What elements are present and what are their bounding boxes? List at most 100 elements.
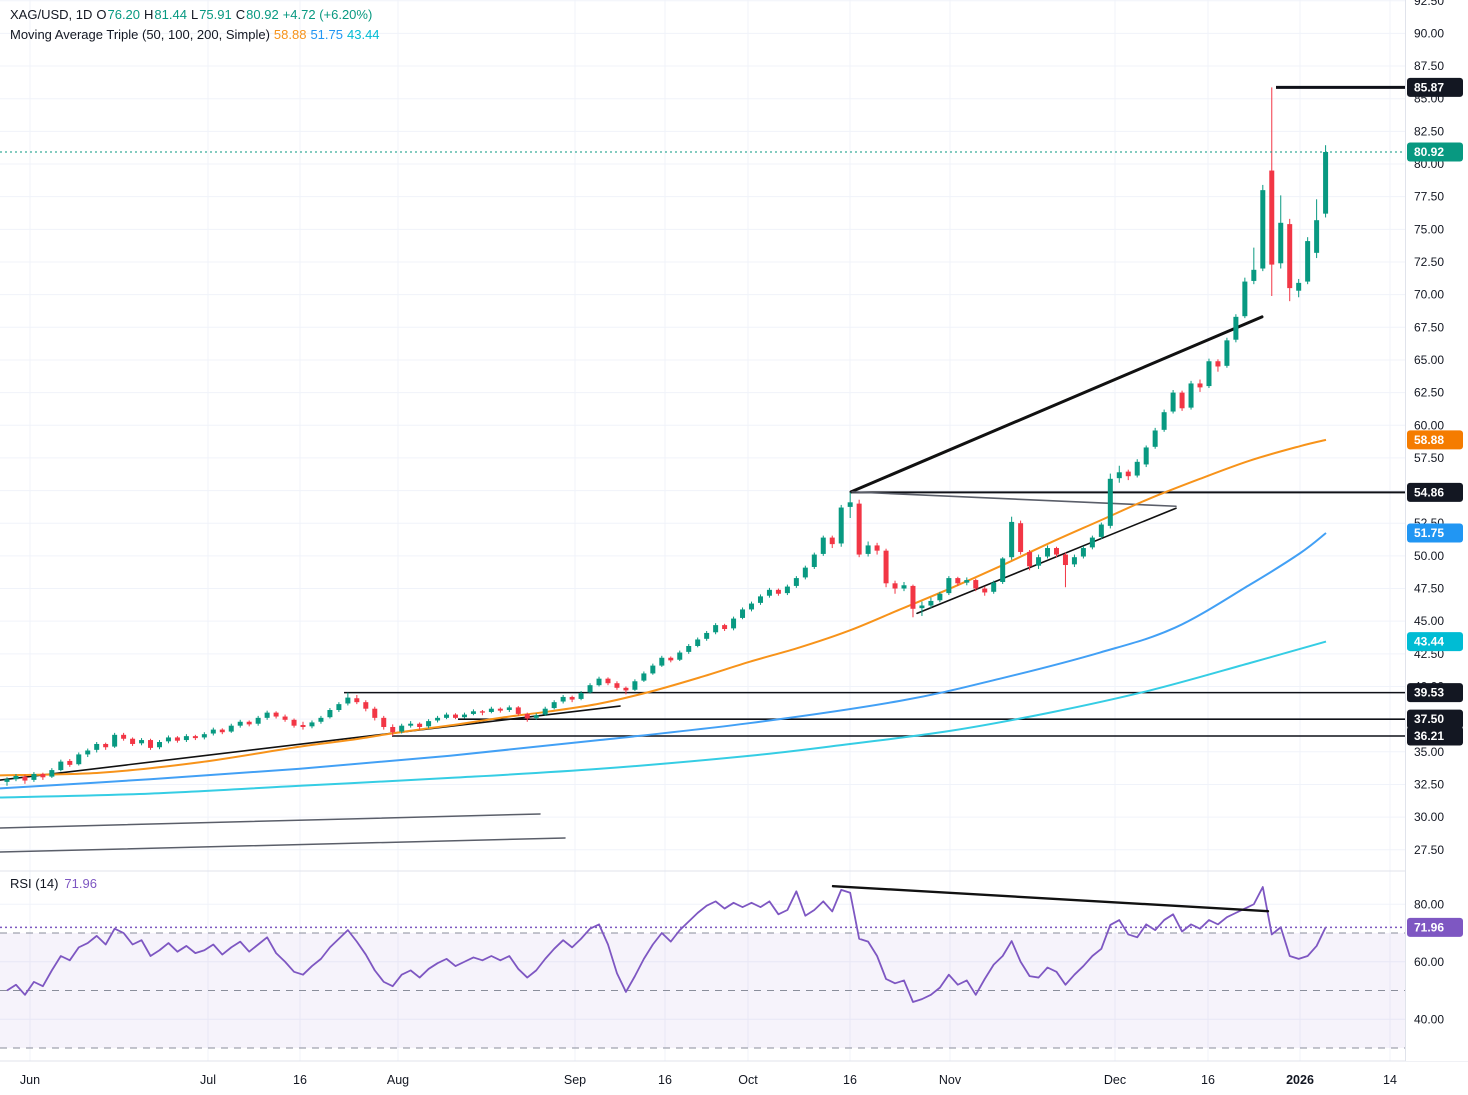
time-tick-label: 14 [1383, 1073, 1397, 1087]
candle-body [390, 726, 396, 733]
candle-body [300, 725, 306, 727]
candle [345, 692, 351, 706]
candle [174, 736, 180, 743]
candle [1018, 520, 1024, 555]
price-badge: 37.50 [1407, 709, 1463, 729]
candle-body [686, 646, 692, 652]
trendline[interactable] [849, 315, 1264, 494]
low-value: 75.91 [199, 7, 232, 22]
candle-body [435, 717, 441, 721]
candle [1107, 473, 1113, 529]
candle [453, 713, 458, 720]
candle-body [1053, 548, 1059, 555]
candle [722, 623, 728, 631]
candle [1098, 522, 1104, 539]
candle [596, 676, 602, 687]
trendline[interactable] [851, 491, 1177, 508]
ma100-value: 51.75 [310, 27, 343, 42]
rsi-trendline[interactable] [831, 884, 1270, 913]
candle [40, 772, 46, 780]
candle [85, 748, 91, 758]
rsi-title[interactable]: RSI (14) [10, 876, 59, 891]
price-tick-label: 27.50 [1414, 843, 1444, 857]
price-badge-bg [1407, 726, 1463, 746]
price-badge-label: 36.21 [1414, 729, 1444, 743]
price-tick-label: 87.50 [1414, 59, 1444, 73]
candle-body [713, 625, 719, 633]
candle-body [910, 585, 916, 609]
candle-body [264, 712, 270, 718]
candle [686, 644, 692, 654]
price-badge: 51.75 [1407, 523, 1463, 543]
time-tick-label: Dec [1104, 1073, 1126, 1087]
candle-body [22, 776, 28, 781]
candle-body [1197, 383, 1203, 388]
price-axis-badges: 85.87 80.92 58.88 54.86 51.75 43.44 39.53 37.50… [1407, 77, 1463, 937]
candle-body [1134, 461, 1140, 476]
candle [1305, 237, 1311, 285]
price-tick-label: 67.50 [1414, 320, 1444, 334]
price-tick-label: 45.00 [1414, 614, 1444, 628]
indicator-title[interactable]: Moving Average Triple (50, 100, 200, Sim… [10, 27, 270, 42]
candle [1134, 459, 1140, 478]
candle [865, 541, 871, 557]
trendline[interactable] [0, 705, 621, 781]
price-level-lines [344, 85, 1405, 737]
candle-body [174, 737, 180, 741]
candle-body [453, 714, 458, 718]
candle [1179, 390, 1185, 411]
candle-body [210, 729, 216, 734]
candlestick-series [4, 87, 1329, 786]
candle-body [228, 725, 234, 732]
candle [1233, 314, 1239, 343]
price-badge-bg [1407, 683, 1463, 703]
candle-body [1233, 316, 1239, 340]
candle [488, 706, 494, 714]
candle-body [632, 681, 638, 690]
time-tick-label: Sep [564, 1073, 586, 1087]
candle-body [1152, 430, 1158, 447]
price-tick-label: 62.50 [1414, 386, 1444, 400]
candle [542, 706, 548, 716]
candle-body [139, 740, 145, 744]
ma200-line [0, 640, 1327, 799]
price-badge-label: 80.92 [1414, 145, 1444, 159]
candle [695, 637, 701, 648]
candle-body [381, 717, 387, 727]
price-tick-label: 65.00 [1414, 353, 1444, 367]
candle [22, 774, 28, 784]
candle [973, 578, 979, 592]
trendline[interactable] [0, 813, 541, 829]
candle [210, 727, 216, 736]
candle [811, 552, 817, 569]
candle-body [246, 721, 252, 725]
symbol-title[interactable]: XAG/USD, 1D [10, 7, 93, 22]
candle-body [1116, 472, 1122, 479]
candle [659, 655, 665, 667]
candle [1287, 218, 1293, 302]
trendline[interactable] [0, 837, 566, 853]
candle [246, 720, 252, 727]
candle-body [740, 609, 746, 618]
candle-body [201, 734, 207, 738]
candle-body [596, 678, 602, 686]
candle [470, 709, 476, 716]
candle [13, 774, 19, 782]
candle-body [883, 550, 889, 584]
trendline[interactable] [916, 507, 1177, 615]
price-badge-bg [1407, 77, 1463, 97]
price-badge-label: 39.53 [1414, 686, 1444, 700]
candle [524, 712, 530, 722]
candle-body [282, 716, 288, 720]
time-axis[interactable]: Jun Jul 16 Aug Sep 16 Oct 16 Nov Dec 16 2026 14 [20, 1073, 1397, 1087]
candle [1152, 427, 1158, 449]
price-tick-label: 60.00 [1414, 418, 1444, 432]
price-badge-label: 37.50 [1414, 712, 1444, 726]
change-value: +4.72 (+6.20%) [282, 7, 373, 22]
candle [327, 708, 333, 719]
candle-body [1018, 523, 1024, 552]
candle [1188, 380, 1194, 410]
time-tick-label: Aug [387, 1073, 409, 1087]
candle [1161, 409, 1167, 432]
